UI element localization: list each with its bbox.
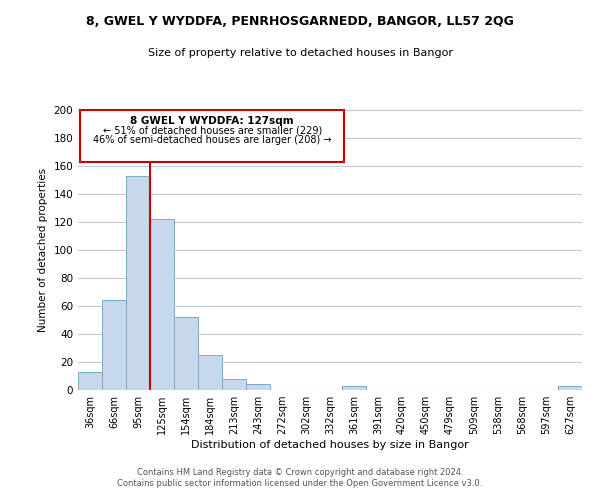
Bar bbox=[78, 372, 102, 390]
Text: 8, GWEL Y WYDDFA, PENRHOSGARNEDD, BANGOR, LL57 2QG: 8, GWEL Y WYDDFA, PENRHOSGARNEDD, BANGOR… bbox=[86, 15, 514, 28]
Text: Contains HM Land Registry data © Crown copyright and database right 2024.
Contai: Contains HM Land Registry data © Crown c… bbox=[118, 468, 482, 487]
Bar bbox=[174, 317, 198, 390]
Text: ← 51% of detached houses are smaller (229): ← 51% of detached houses are smaller (22… bbox=[103, 126, 322, 136]
Bar bbox=[558, 386, 582, 390]
FancyBboxPatch shape bbox=[80, 110, 344, 162]
Y-axis label: Number of detached properties: Number of detached properties bbox=[38, 168, 48, 332]
Bar bbox=[126, 176, 150, 390]
X-axis label: Distribution of detached houses by size in Bangor: Distribution of detached houses by size … bbox=[191, 440, 469, 450]
Bar bbox=[246, 384, 270, 390]
Bar bbox=[222, 379, 246, 390]
Bar bbox=[198, 355, 222, 390]
Text: Size of property relative to detached houses in Bangor: Size of property relative to detached ho… bbox=[148, 48, 452, 58]
Bar bbox=[342, 386, 366, 390]
Bar bbox=[102, 300, 126, 390]
Text: 8 GWEL Y WYDDFA: 127sqm: 8 GWEL Y WYDDFA: 127sqm bbox=[130, 116, 294, 126]
Bar bbox=[150, 219, 174, 390]
Text: 46% of semi-detached houses are larger (208) →: 46% of semi-detached houses are larger (… bbox=[93, 135, 331, 145]
